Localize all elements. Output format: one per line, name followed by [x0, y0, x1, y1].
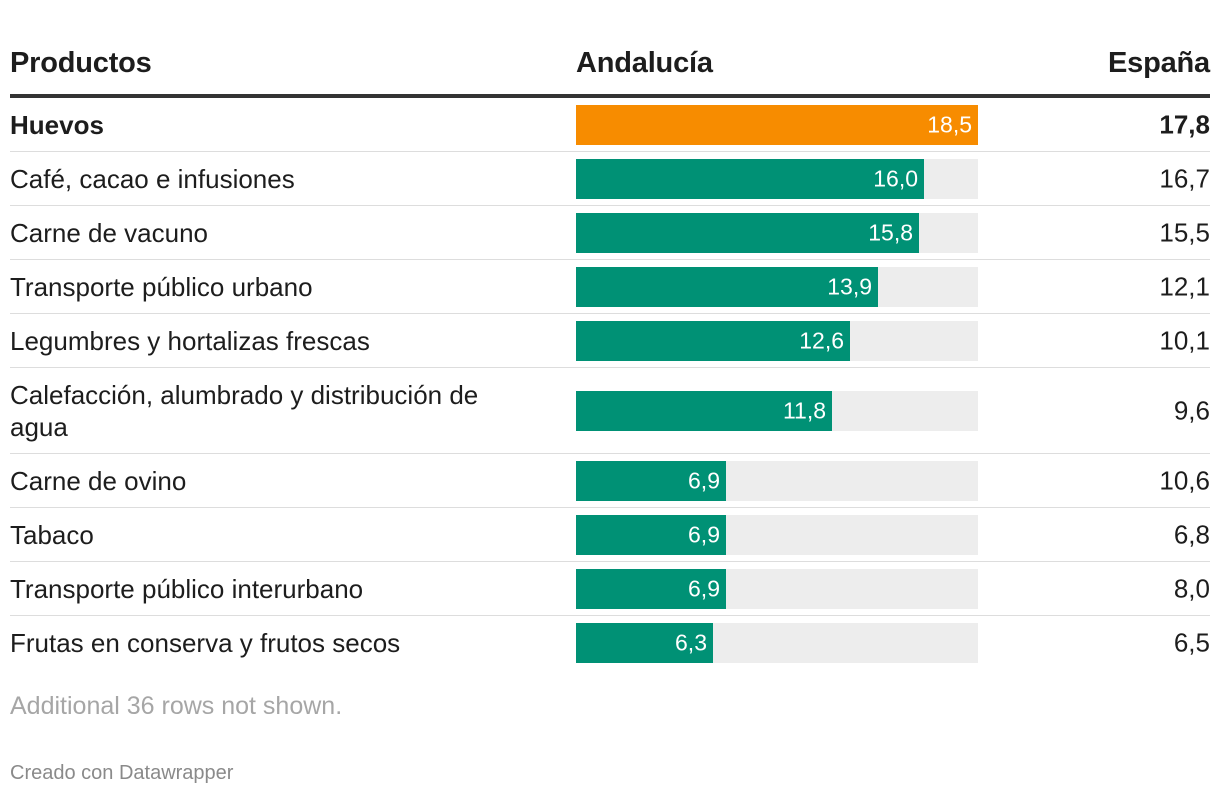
table-row: Legumbres y hortalizas frescas 12,6 10,1	[10, 314, 1210, 368]
bar-track: 6,9	[576, 568, 978, 609]
column-header-espana[interactable]: España	[1108, 47, 1210, 79]
bar-andalucia: 13,9	[576, 266, 878, 307]
espana-value: 6,8	[1173, 519, 1210, 549]
product-name: Transporte público interurbano	[10, 573, 364, 604]
bar-track: 6,3	[576, 623, 978, 663]
bar-value-label: 15,8	[868, 219, 913, 245]
column-header-productos[interactable]: Productos	[10, 47, 152, 79]
espana-value: 8,0	[1173, 573, 1210, 603]
bar-track: 12,6	[576, 320, 978, 361]
bar-andalucia: 15,8	[576, 212, 919, 253]
table-row: Café, cacao e infusiones 16,0 16,7	[10, 152, 1210, 206]
data-table: Productos Andalucía España Huevos 18,5 17,…	[10, 0, 1210, 670]
product-name: Transporte público urbano	[10, 271, 313, 302]
product-name: Calefacción, alumbrado y distribución de…	[10, 379, 479, 442]
bar-track: 11,8	[576, 390, 978, 431]
product-name: Carne de vacuno	[10, 217, 209, 248]
bar-andalucia: 6,9	[576, 514, 726, 555]
bar-track: 13,9	[576, 266, 978, 307]
bar-andalucia: 16,0	[576, 158, 924, 199]
bar-andalucia: 12,6	[576, 320, 850, 361]
espana-value: 17,8	[1159, 109, 1210, 139]
product-name: Carne de ovino	[10, 465, 187, 496]
espana-value: 9,6	[1173, 395, 1210, 425]
product-name: Frutas en conserva y frutos secos	[10, 628, 401, 658]
table-body: Huevos 18,5 17,8 Café, cacao e infusiones 16…	[10, 98, 1210, 670]
table-row: Huevos 18,5 17,8	[10, 98, 1210, 152]
espana-value: 10,1	[1159, 325, 1210, 355]
bar-track: 18,5	[576, 104, 978, 145]
bar-track: 6,9	[576, 514, 978, 555]
bar-track: 15,8	[576, 212, 978, 253]
bar-value-label: 11,8	[782, 397, 826, 423]
bar-value-label: 6,9	[688, 467, 720, 493]
table-row: Calefacción, alumbrado y distribución de…	[10, 368, 1210, 454]
table-row: Tabaco 6,9 6,8	[10, 508, 1210, 562]
bar-value-label: 12,6	[799, 327, 844, 353]
bar-value-label: 13,9	[827, 273, 872, 299]
espana-value: 16,7	[1159, 163, 1210, 193]
table-header: Productos Andalucía España	[10, 0, 1210, 98]
espana-value: 15,5	[1159, 217, 1210, 247]
bar-value-label: 6,3	[675, 629, 707, 656]
table-row: Frutas en conserva y frutos secos 6,3 6,5	[10, 616, 1210, 670]
product-name: Legumbres y hortalizas frescas	[10, 325, 370, 356]
table-row: Transporte público urbano 13,9 12,1	[10, 260, 1210, 314]
bar-track: 6,9	[576, 460, 978, 501]
bar-andalucia: 6,9	[576, 568, 726, 609]
table-row: Carne de vacuno 15,8 15,5	[10, 206, 1210, 260]
column-header-andalucia[interactable]: Andalucía	[576, 47, 713, 79]
bar-value-label: 18,5	[927, 111, 972, 137]
datawrapper-credit: Creado con Datawrapper	[10, 762, 234, 784]
table-row: Transporte público interurbano 6,9 8,0	[10, 562, 1210, 616]
bar-value-label: 6,9	[688, 575, 720, 601]
espana-value: 10,6	[1159, 465, 1210, 495]
espana-value: 6,5	[1173, 627, 1210, 658]
product-name: Tabaco	[10, 519, 94, 550]
rows-not-shown-note: Additional 36 rows not shown.	[10, 692, 343, 720]
bar-value-label: 16,0	[873, 165, 918, 191]
bar-value-label: 6,9	[688, 521, 720, 547]
bar-andalucia: 6,3	[576, 623, 713, 663]
bar-andalucia: 11,8	[576, 390, 832, 431]
bar-andalucia: 6,9	[576, 460, 726, 501]
product-name: Café, cacao e infusiones	[10, 163, 295, 194]
table-row: Carne de ovino 6,9 10,6	[10, 454, 1210, 508]
product-name: Huevos	[10, 109, 104, 140]
bar-track: 16,0	[576, 158, 978, 199]
bar-andalucia: 18,5	[576, 104, 978, 145]
espana-value: 12,1	[1159, 271, 1210, 301]
